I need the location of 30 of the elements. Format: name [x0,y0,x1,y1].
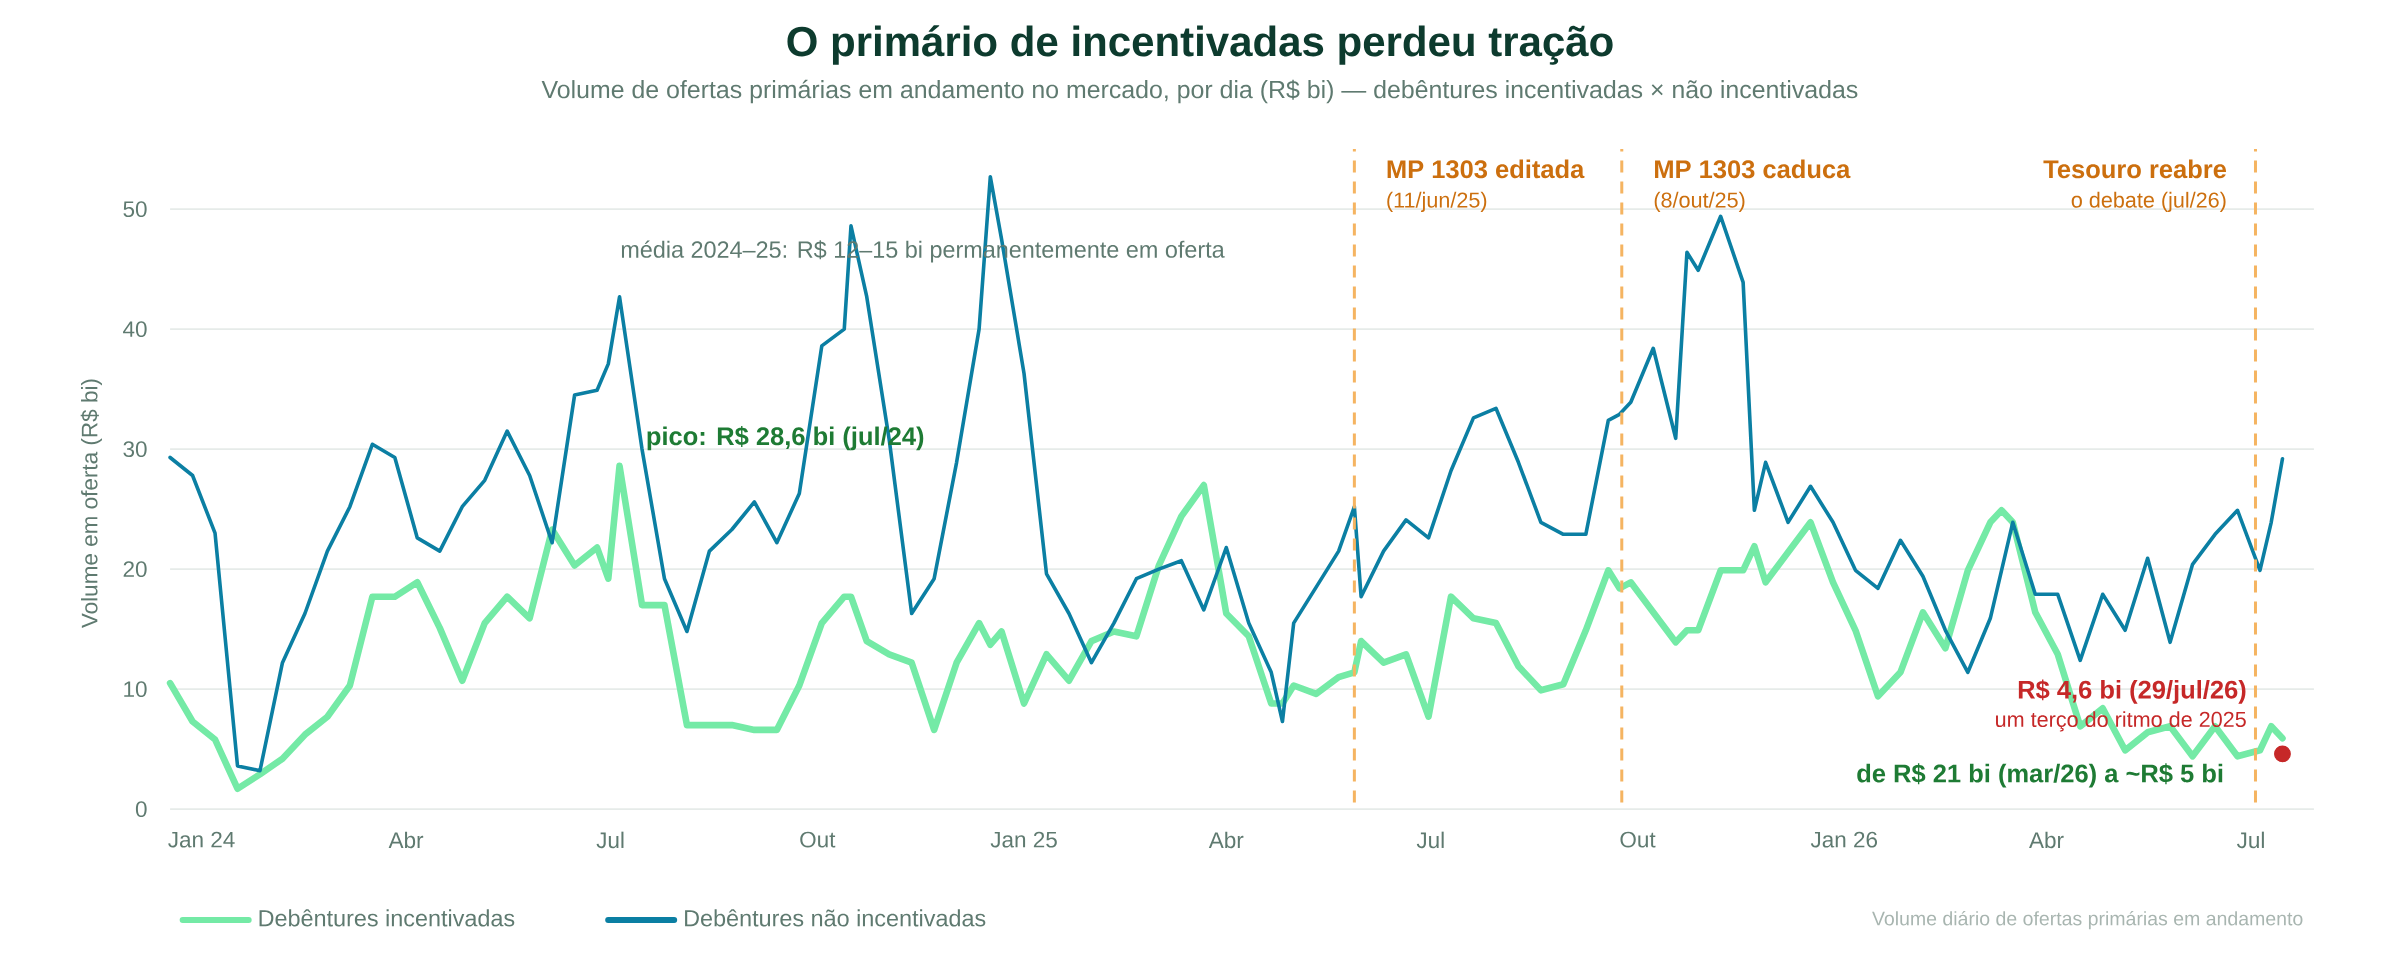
x-tick-label: Abr [1208,831,1244,849]
ref-line-label: MP 1303 editada [1387,159,1585,179]
legend-label: Debêntures incentivadas [259,909,515,927]
y-tick-label: 40 [123,321,147,338]
legend-label: Debêntures não incentivadas [685,909,986,927]
x-tick-label: Out [1620,831,1656,848]
y-tick-label: 20 [123,561,147,578]
x-tick-label: Abr [388,831,424,849]
chart-subtitle: Volume de ofertas primárias em andamento no mercado, por dia (R$ bi) — debêntures incentivadas × não incentivadas [541,79,1858,104]
x-tick-label: Jul [596,831,624,849]
annotation: o debate (jul/26) [2071,191,2226,212]
y-tick-label: 0 [135,801,147,818]
y-tick-label: 50 [123,201,147,218]
y-tick-label: 10 [124,681,147,698]
x-tick-label: Jan 24 [168,831,235,848]
y-tick-label: 30 [123,441,147,458]
annotation: (8/out/25) [1654,191,1745,212]
x-tick-label: Out [800,831,836,848]
x-tick-label: Jan 26 [1810,831,1878,848]
x-tick-label: Jul [1416,831,1444,849]
annotation: de R$ 21 bi (mar/26) a ~R$ 5 bi [1857,763,2223,788]
x-tick-label: Jul [2236,831,2264,849]
x-tick-label: Abr [2029,831,2064,849]
annotation: (11/jun/25) [1387,191,1487,212]
ref-line-label: MP 1303 caduca [1655,159,1851,179]
ref-line-label: Tesouro reabre [2043,159,2227,179]
text: Volume diário de ofertas primárias em andamento [1872,910,2303,930]
y-axis-title: Volume em oferta (R$ bi) [80,379,102,629]
chart-title: O primário de incentivadas perdeu tração [787,25,1613,65]
x-tick-label: Jan 25 [990,831,1057,848]
